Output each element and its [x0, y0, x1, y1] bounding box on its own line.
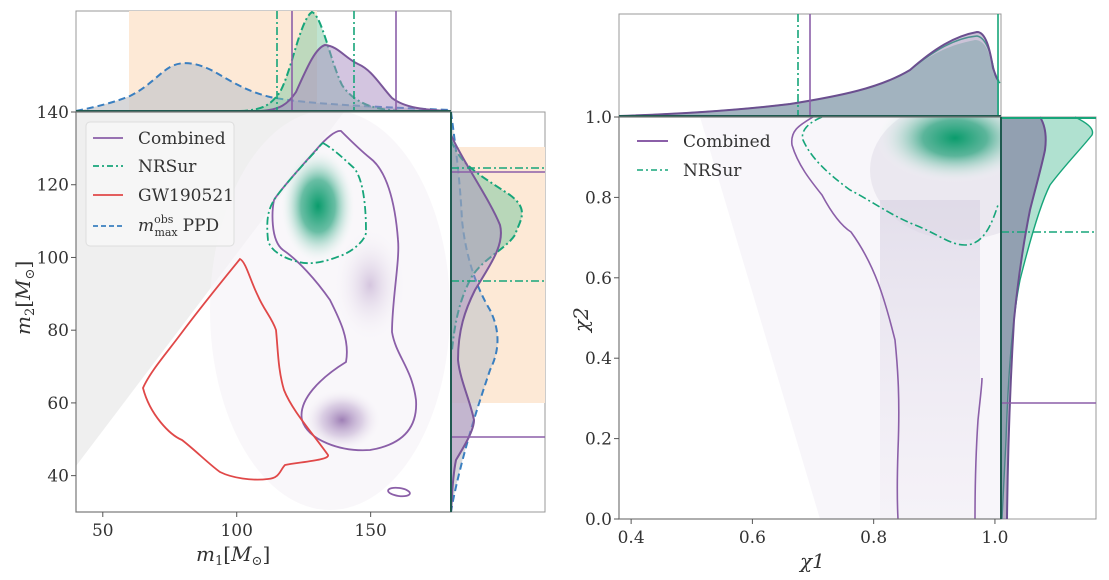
- right-top-marginal: [618, 13, 1002, 117]
- right-legend: Combined NRSur: [637, 132, 771, 181]
- combined-m2-fill: [451, 135, 501, 512]
- combined-density-halo: [210, 112, 450, 510]
- gw190521-contour: [142, 257, 329, 481]
- combined-chi1-fill: [619, 32, 999, 116]
- nrsur-m2-curve: [450, 139, 523, 351]
- nrsur-density-peak: [875, 117, 1001, 183]
- legend-right-combined-label: Combined: [683, 132, 771, 152]
- right-axes: 0.4 0.6 0.8 1.0 0.0 0.2 0.4 0.6 0.8 1.0: [585, 108, 1009, 548]
- xtick-label: 0.6: [739, 528, 766, 548]
- nrsur-density-peak: [280, 148, 356, 264]
- right-joint-plot: [618, 116, 1002, 520]
- xtick-label: 0.4: [618, 528, 645, 548]
- combined-m2-curve: [450, 134, 502, 513]
- legend-gw190521-label: GW190521: [138, 186, 234, 206]
- nrsur-m2-fill: [451, 140, 522, 350]
- xtick-label: 100: [220, 521, 252, 541]
- combined-m1-fill: [260, 45, 450, 111]
- ytick-label: 0.8: [585, 188, 612, 208]
- combined-density-peak-lower: [302, 388, 382, 452]
- ytick-label: 60: [47, 394, 69, 414]
- mmax-ppd-m1-fill: [76, 63, 450, 111]
- left-xlabel: m1[M⊙]: [196, 542, 270, 569]
- left-legend: Combined NRSur GW190521 mobs max PPD: [85, 121, 235, 247]
- combined-chi2-fill: [1001, 117, 1046, 519]
- right-xlabel: χ1: [798, 549, 825, 573]
- legend-nrsur-label: NRSur: [138, 157, 197, 177]
- legend-mmax-label: mobs max PPD: [138, 213, 219, 239]
- xtick-label: 0.8: [860, 528, 887, 548]
- ytick-label: 120: [37, 176, 69, 196]
- right-right-marginal: [1000, 116, 1097, 520]
- ytick-label: 0.2: [585, 430, 612, 450]
- right-panel: 0.4 0.6 0.8 1.0 0.0 0.2 0.4 0.6 0.8 1.0 χ1 χ2 Com…: [569, 13, 1097, 573]
- xtick-label: 50: [92, 521, 114, 541]
- ytick-label: 0.0: [585, 510, 612, 530]
- nrsur-contour: [801, 117, 999, 246]
- ytick-label: 40: [47, 467, 69, 487]
- mmax-ppd-m1-curve: [75, 62, 451, 112]
- combined-contour-left: [790, 117, 900, 519]
- combined-chi2-curve: [1006, 116, 1047, 520]
- legend-combined-label: Combined: [138, 129, 226, 149]
- left-top-marginal: [75, 10, 452, 112]
- left-right-marginal: [450, 111, 546, 513]
- ytick-label: 0.6: [585, 269, 612, 289]
- ytick-label: 0.4: [585, 349, 612, 369]
- combined-density-peak-upper: [332, 225, 408, 345]
- legend-right-nrsur-label: NRSur: [683, 161, 742, 181]
- combined-contour: [271, 130, 417, 452]
- combined-contour-island: [387, 486, 411, 498]
- combined-contour-right: [974, 377, 983, 519]
- left-axes: 50 100 150 40 60 80 100 120 140: [37, 103, 387, 541]
- nrsur-chi1-fill: [619, 40, 999, 116]
- xtick-label: 1.0: [981, 528, 1008, 548]
- left-ylabel: m2[M⊙]: [11, 261, 38, 335]
- ytick-label: 1.0: [585, 108, 612, 128]
- ytick-label: 100: [37, 248, 69, 268]
- combined-chi1-curve: [618, 30, 1000, 117]
- left-panel: 50 100 150 40 60 80 100 120 140 m1[M⊙] m2[M⊙] Co…: [11, 10, 546, 569]
- ytick-label: 80: [47, 321, 69, 341]
- mmax-ppd-m2-fill: [451, 112, 498, 512]
- ytick-label: 140: [37, 103, 69, 123]
- nrsur-contour: [266, 141, 367, 265]
- right-ylabel: χ2: [569, 307, 593, 334]
- left-legend-frame: [85, 121, 235, 247]
- xtick-label: 150: [354, 521, 386, 541]
- combined-density-column: [880, 200, 980, 519]
